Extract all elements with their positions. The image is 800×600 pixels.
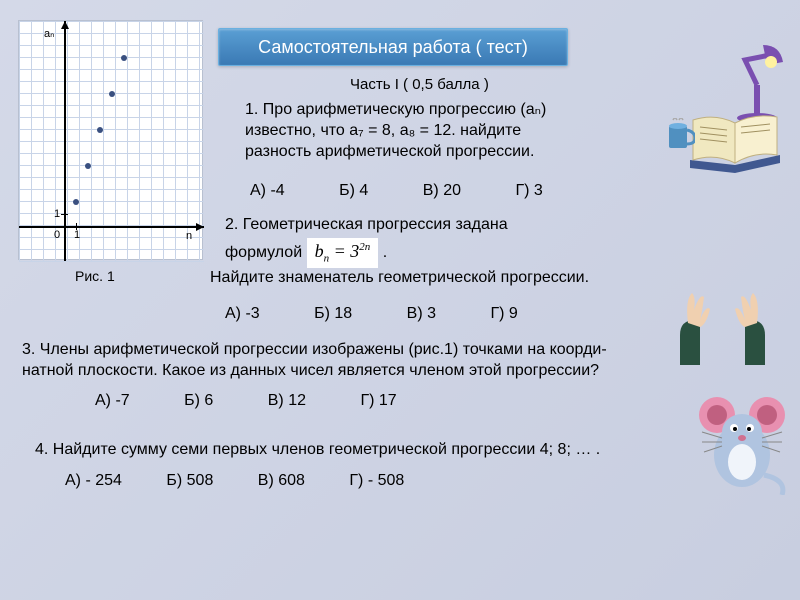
q1-line1: 1. Про арифметическую прогрессию (aₙ) [245, 100, 546, 121]
q2-opt-a: А) -3 [225, 305, 260, 322]
part-label: Часть I ( 0,5 балла ) [350, 75, 489, 95]
q4-opt-b: Б) 508 [166, 472, 213, 489]
q1-opt-a: А) -4 [250, 182, 285, 199]
q1-opt-d: Г) 3 [515, 182, 542, 199]
q1-options: А) -4 Б) 4 В) 20 Г) 3 [250, 182, 593, 200]
q2-opt-b: Б) 18 [314, 305, 352, 322]
chart-point [121, 55, 127, 61]
figure-caption: Рис. 1 [75, 268, 115, 284]
q4-line1: 4. Найдите сумму семи первых членов геом… [35, 440, 600, 461]
q2-options: А) -3 Б) 18 В) 3 Г) 9 [225, 305, 568, 323]
q1-line2: известно, что a₇ = 8, a₈ = 12. найдите [245, 121, 521, 142]
q2-opt-c: В) 3 [407, 305, 436, 322]
q3-opt-c: В) 12 [268, 392, 306, 409]
q3-line1: 3. Члены арифметической прогрессии изобр… [22, 340, 607, 361]
q4-opt-d: Г) - 508 [349, 472, 404, 489]
chart-point [73, 199, 79, 205]
q3-opt-b: Б) 6 [184, 392, 213, 409]
q2-opt-d: Г) 9 [490, 305, 517, 322]
q3-options: А) -7 Б) 6 В) 12 Г) 17 [95, 392, 447, 410]
raised-hands-icon [670, 285, 775, 365]
q3-opt-a: А) -7 [95, 392, 130, 409]
mug-icon [665, 118, 695, 153]
q1-line3: разность арифметической прогрессии. [245, 142, 534, 163]
q1-opt-b: Б) 4 [339, 182, 368, 199]
q4-opt-a: А) - 254 [65, 472, 122, 489]
open-book-icon [685, 105, 785, 175]
q3-line2: натной плоскости. Какое из данных чисел … [22, 361, 599, 382]
q2-line2: формулой bn = 32n . [225, 238, 387, 268]
chart-point [97, 127, 103, 133]
cartoon-mouse-icon [692, 380, 792, 495]
worksheet-title: Самостоятельная работа ( тест) [218, 28, 568, 66]
q2-line2-suffix: . [383, 244, 387, 261]
q2-line3: Найдите знаменатель геометрической прогр… [210, 268, 589, 289]
q2-line1: 2. Геометрическая прогрессия задана [225, 215, 508, 236]
chart-point [109, 91, 115, 97]
q4-options: А) - 254 Б) 508 В) 608 Г) - 508 [65, 472, 444, 490]
progression-chart: // deferred grid drawing below after dat… [18, 20, 203, 260]
q3-opt-d: Г) 17 [360, 392, 396, 409]
q4-opt-c: В) 608 [258, 472, 305, 489]
q2-line2-prefix: формулой [225, 244, 302, 261]
q2-formula: bn = 32n [307, 238, 379, 268]
q1-opt-c: В) 20 [423, 182, 461, 199]
chart-point [85, 163, 91, 169]
